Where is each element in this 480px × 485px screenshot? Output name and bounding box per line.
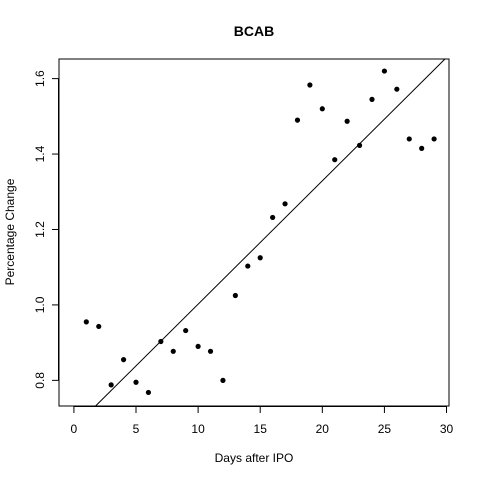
regression-line <box>95 58 446 407</box>
data-point <box>133 379 139 385</box>
data-point <box>183 327 189 334</box>
y-tick-label: 1.6 <box>33 70 47 87</box>
data-point <box>381 68 388 74</box>
data-point <box>344 118 350 124</box>
x-tick-label: 30 <box>440 422 454 436</box>
x-axis: 0 5 10 15 20 25 30 <box>71 406 454 436</box>
plot-frame <box>58 58 450 407</box>
data-points <box>83 68 437 396</box>
data-point <box>83 319 89 325</box>
data-point <box>282 201 288 207</box>
data-point <box>195 343 201 350</box>
data-point <box>406 136 412 142</box>
x-tick-label: 10 <box>191 422 205 436</box>
data-point <box>158 338 164 345</box>
data-point <box>369 96 375 102</box>
data-point <box>356 142 363 148</box>
data-point <box>96 323 102 330</box>
x-tick-label: 0 <box>71 422 78 436</box>
y-tick-label: 1.4 <box>33 145 47 162</box>
data-point <box>245 263 251 269</box>
y-axis: 0.8 1.0 1.2 1.4 1.6 <box>33 70 59 389</box>
x-tick-label: 15 <box>254 422 268 436</box>
data-point <box>319 106 325 112</box>
y-tick-label: 1.2 <box>33 221 47 238</box>
x-tick-label: 5 <box>133 422 140 436</box>
data-point <box>145 389 152 396</box>
data-point <box>120 357 127 363</box>
data-point <box>394 86 400 92</box>
y-tick-label: 0.8 <box>33 372 47 389</box>
x-tick-label: 20 <box>316 422 330 436</box>
y-tick-label: 1.0 <box>33 296 47 313</box>
data-point <box>270 214 276 221</box>
data-point <box>431 136 437 142</box>
y-axis-label: Percentage Change <box>3 178 17 285</box>
chart-title: BCAB <box>234 23 274 39</box>
data-point <box>257 255 263 261</box>
data-point <box>307 82 313 88</box>
data-point <box>220 377 226 383</box>
data-point <box>207 348 214 354</box>
x-axis-label: Days after IPO <box>215 451 294 465</box>
data-point <box>108 382 114 388</box>
regression-line-layer <box>95 58 446 407</box>
data-point <box>332 157 338 163</box>
data-point <box>170 348 176 354</box>
data-point <box>419 145 425 151</box>
data-point <box>232 292 238 299</box>
x-tick-label: 25 <box>378 422 392 436</box>
data-point <box>294 117 301 123</box>
